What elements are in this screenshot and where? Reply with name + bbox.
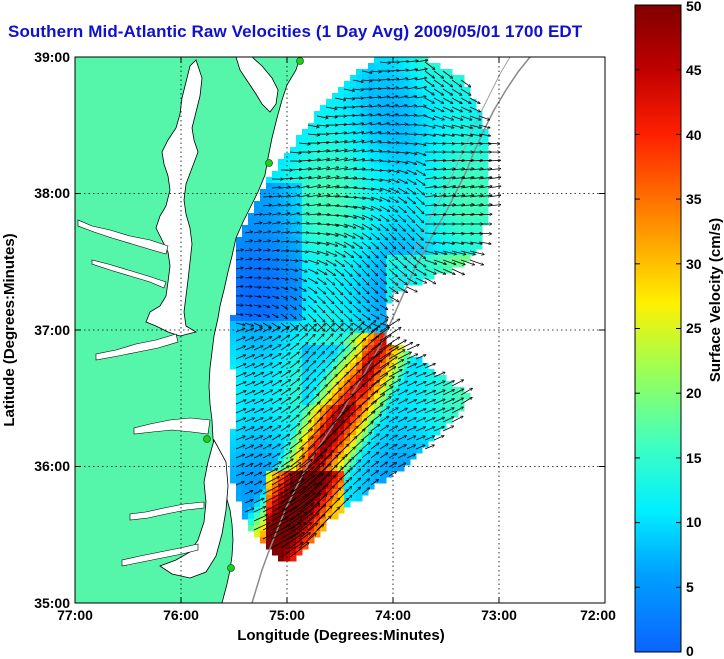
chesapeake-bay: [145, 59, 203, 337]
x-tick-label: 74:00: [375, 607, 411, 623]
pamlico-sound: [159, 438, 229, 579]
radar-site-marker: [203, 435, 211, 443]
pamlico-river: [129, 501, 205, 521]
potomac-river: [77, 219, 169, 255]
velocity-field: [230, 57, 489, 562]
colorbar-ticks: [635, 4, 681, 653]
colorbar-tick-label: 25: [686, 320, 702, 336]
colorbar-tick-label: 30: [686, 256, 702, 272]
radar-site-marker: [296, 57, 304, 65]
radar-sites: [203, 57, 304, 572]
isobath-line: [251, 57, 531, 603]
colorbar-tick-label: 45: [686, 62, 702, 78]
radar-site-marker: [227, 564, 235, 572]
radar-site-marker: [265, 159, 273, 167]
y-axis-label: Latitude (Degrees:Minutes): [1, 233, 18, 426]
y-tick-label: 38:00: [34, 185, 70, 201]
colorbar-tick-label: 15: [686, 450, 702, 466]
colorbar-tick-label: 20: [686, 385, 702, 401]
colorbar-label: Surface Velocity (cm/s): [707, 218, 724, 382]
x-tick-label: 73:00: [481, 607, 517, 623]
james-river: [95, 333, 179, 361]
delaware-bay: [235, 57, 279, 113]
y-tick-label: 39:00: [34, 49, 70, 65]
y-tick-label: 36:00: [34, 458, 70, 474]
neuse-river: [121, 543, 199, 567]
colorbar-tick-label: 35: [686, 191, 702, 207]
colorbar-tick-label: 10: [686, 514, 702, 530]
colorbar: [634, 4, 682, 653]
rappahannock-river: [91, 259, 167, 289]
x-tick-label: 77:00: [57, 607, 93, 623]
y-tick-label: 37:00: [34, 322, 70, 338]
axis-ticks: [74, 56, 606, 604]
map-layers: [75, 57, 605, 603]
isobath-line-inner: [389, 57, 511, 303]
x-axis-label: Longitude (Degrees:Minutes): [237, 627, 445, 644]
colorbar-tick-label: 5: [686, 579, 694, 595]
map-grid: [75, 57, 605, 603]
colorbar-tick-label: 40: [686, 127, 702, 143]
x-tick-label: 76:00: [163, 607, 199, 623]
colorbar-tick-label: 0: [686, 643, 694, 659]
colorbar-tick-label: 50: [686, 0, 702, 14]
y-tick-label: 35:00: [34, 595, 70, 611]
albemarle-sound: [133, 417, 211, 435]
x-tick-label: 75:00: [269, 607, 305, 623]
map-title: Southern Mid-Atlantic Raw Velocities (1 …: [8, 22, 583, 41]
x-tick-label: 72:00: [580, 607, 616, 623]
